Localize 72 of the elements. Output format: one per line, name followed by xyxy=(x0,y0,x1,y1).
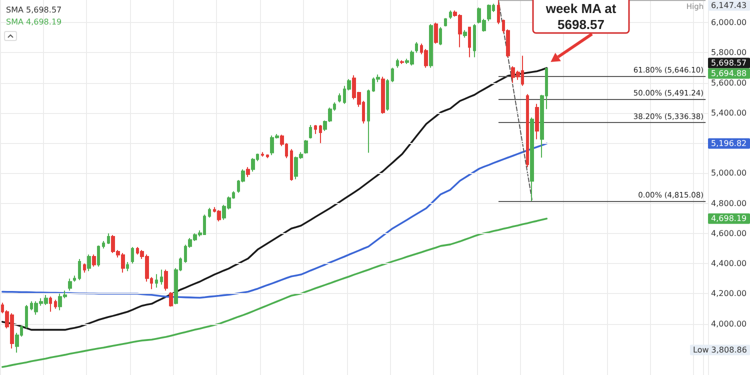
y-tick-label: 5,600.00 xyxy=(711,78,747,88)
candlestick xyxy=(314,124,317,135)
candlestick xyxy=(261,152,264,158)
candlestick xyxy=(97,244,100,268)
candlestick xyxy=(497,0,500,25)
candlestick xyxy=(131,246,134,264)
candlestick xyxy=(155,274,158,288)
candlestick xyxy=(434,22,438,44)
y-tick-label: 5,400.00 xyxy=(711,108,747,118)
text: 4,698.19 xyxy=(711,214,747,224)
line-series xyxy=(2,142,548,299)
candlestick xyxy=(367,89,370,154)
candlestick xyxy=(83,263,86,274)
text: 5,698.57 xyxy=(711,58,747,68)
annotation: SMA 4,698.19 xyxy=(6,18,62,26)
y-tick-label: 6,000.00 xyxy=(711,18,747,28)
candlestick xyxy=(217,210,221,222)
candlestick xyxy=(309,124,312,140)
candlestick xyxy=(160,269,163,286)
candlestick xyxy=(396,58,399,68)
candlestick xyxy=(87,254,91,272)
candlestick xyxy=(102,240,105,249)
candlestick xyxy=(68,278,72,292)
candlestick xyxy=(468,26,471,58)
candlestick xyxy=(169,292,173,308)
candlestick xyxy=(391,67,394,83)
text: 5,196.82 xyxy=(711,139,747,148)
line-series xyxy=(2,67,548,331)
y-tick-label: 4,400.00 xyxy=(711,259,747,268)
candlestick xyxy=(290,148,293,182)
candlestick xyxy=(49,296,52,312)
candlestick xyxy=(107,232,110,244)
candlestick xyxy=(415,42,418,54)
y-tick-label: 4,800.00 xyxy=(711,198,747,208)
annotation: week MA at 5698.57 xyxy=(544,1,617,32)
candlestick xyxy=(246,166,250,178)
line-series xyxy=(2,218,548,368)
text: 5,694.88 xyxy=(711,69,747,78)
annotation: SMA 5,698.57 xyxy=(6,6,62,14)
candlestick xyxy=(530,116,534,202)
candlestick xyxy=(535,103,539,140)
candlestick xyxy=(319,124,322,144)
candlestick xyxy=(526,94,529,168)
y-tick-label: 4,000.00 xyxy=(711,319,747,328)
candlestick xyxy=(444,18,447,27)
candlestick xyxy=(54,299,57,310)
candlestick xyxy=(164,269,168,292)
candlestick xyxy=(304,140,308,154)
candlestick xyxy=(78,258,81,281)
candlestick xyxy=(487,4,491,22)
candlestick xyxy=(449,10,452,20)
candlestick xyxy=(266,154,269,159)
y-tick-label: 4,200.00 xyxy=(711,289,747,298)
candlestick xyxy=(439,26,442,46)
y-tick-label: 4,600.00 xyxy=(711,228,747,238)
candlestick xyxy=(400,60,404,65)
candlestick xyxy=(73,275,76,282)
candlestick xyxy=(251,158,255,172)
candlestick xyxy=(126,262,129,272)
candlestick xyxy=(92,254,96,268)
candlestick xyxy=(473,24,476,58)
candlestick xyxy=(463,30,467,38)
candlestick xyxy=(25,304,28,329)
annotation: Low 3,808.86 xyxy=(693,346,747,354)
candlestick xyxy=(381,76,385,114)
candlestick xyxy=(338,92,341,103)
candlestick xyxy=(429,24,433,68)
y-tick-label: 5,800.00 xyxy=(711,48,747,58)
text: 6,147.43 xyxy=(711,1,747,10)
candlestick xyxy=(208,207,211,218)
candlestick xyxy=(386,78,389,112)
y-tick-label: 5,000.00 xyxy=(711,168,747,178)
